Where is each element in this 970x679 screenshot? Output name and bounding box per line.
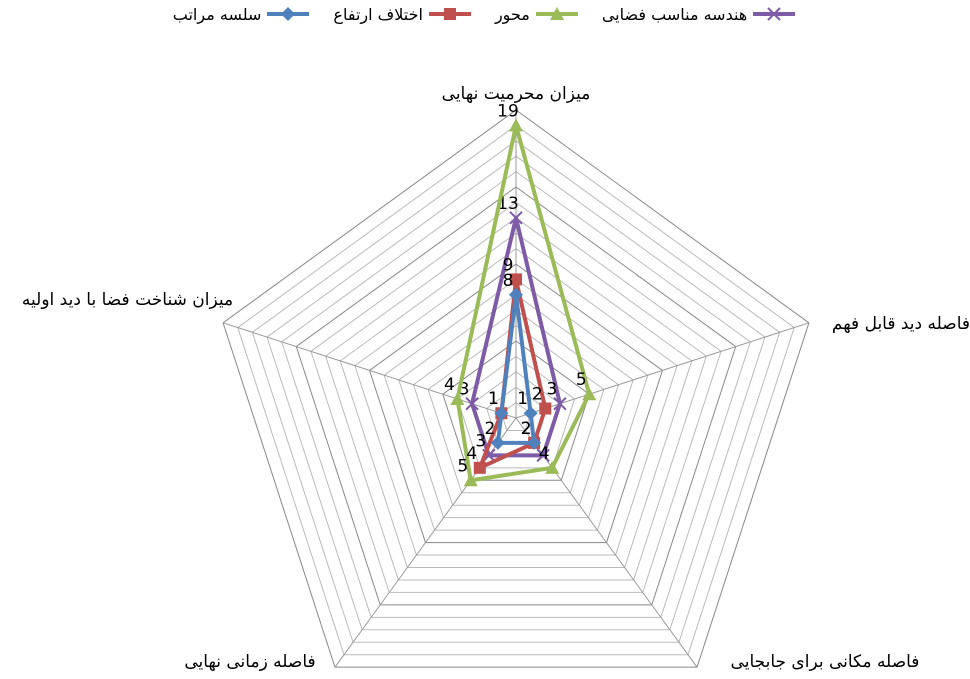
legend-swatch bbox=[428, 8, 471, 20]
grid-ring bbox=[368, 263, 664, 544]
grid-ring bbox=[412, 309, 620, 506]
grid-ring bbox=[325, 217, 707, 581]
data-label: 13 bbox=[497, 194, 519, 214]
grid-ring bbox=[398, 294, 634, 519]
marker bbox=[539, 402, 552, 415]
grid-ring bbox=[266, 155, 766, 631]
grid-ring bbox=[339, 232, 693, 569]
data-label: 3 bbox=[459, 380, 470, 400]
marker bbox=[450, 391, 465, 405]
data-label: 1 bbox=[488, 389, 499, 409]
legend-item: هندسه مناسب فضایی bbox=[602, 4, 797, 24]
grid-ring bbox=[354, 247, 678, 556]
data-label: 2 bbox=[532, 384, 543, 404]
legend-label: سلسه مراتب bbox=[172, 4, 262, 24]
legend-swatch bbox=[535, 7, 578, 20]
marker bbox=[473, 461, 486, 474]
data-label: 5 bbox=[457, 456, 468, 476]
marker bbox=[527, 435, 542, 450]
data-label: 1 bbox=[488, 389, 499, 409]
grid-ring bbox=[383, 278, 649, 531]
grid-ring bbox=[222, 109, 810, 668]
category-label: فاصله مکانی برای جابجایی bbox=[730, 652, 920, 672]
spoke bbox=[515, 322, 810, 419]
marker bbox=[553, 397, 567, 411]
data-label: 9 bbox=[503, 255, 514, 275]
legend-label: اختلاف ارتفاع bbox=[333, 4, 423, 24]
series-line bbox=[469, 217, 563, 458]
grid-ring bbox=[456, 355, 576, 469]
marker bbox=[582, 387, 597, 401]
marker bbox=[549, 7, 564, 20]
marker bbox=[443, 8, 456, 20]
marker bbox=[536, 448, 550, 463]
marker bbox=[509, 287, 523, 302]
legend: هندسه مناسب فضایی محور اختلاف ارتفاع سلسه م… bbox=[0, 4, 970, 24]
series-line bbox=[455, 124, 592, 483]
series-line bbox=[495, 294, 537, 445]
marker bbox=[465, 397, 479, 411]
marker bbox=[281, 7, 296, 21]
data-label: 3 bbox=[547, 380, 558, 400]
legend-label: هندسه مناسب فضایی bbox=[601, 4, 748, 24]
spoke bbox=[222, 322, 517, 419]
data-label: 2 bbox=[484, 419, 495, 439]
category-label: میزان محرمیت نهایی bbox=[441, 84, 591, 104]
legend-item: اختلاف ارتفاع bbox=[333, 4, 473, 24]
marker bbox=[509, 118, 523, 132]
marker bbox=[509, 211, 523, 225]
category-label: فاصله زمانی نهایی bbox=[184, 652, 316, 672]
data-label: 2 bbox=[521, 419, 532, 439]
data-label: 8 bbox=[503, 271, 514, 291]
marker bbox=[545, 460, 560, 474]
marker bbox=[767, 7, 781, 21]
legend-item: سلسه مراتب bbox=[173, 4, 312, 24]
category-label: میزان شناخت فضا با دید اولیه bbox=[21, 290, 234, 310]
marker bbox=[463, 473, 478, 487]
marker bbox=[523, 406, 538, 421]
data-label: 4 bbox=[466, 444, 477, 464]
data-label: 2 bbox=[521, 419, 532, 439]
grid-ring bbox=[442, 340, 590, 481]
data-label: 3 bbox=[475, 431, 486, 451]
legend-swatch bbox=[267, 7, 310, 21]
legend-swatch bbox=[753, 7, 796, 21]
data-label: 5 bbox=[576, 370, 587, 390]
legend-item: محور bbox=[495, 4, 580, 24]
grid-ring bbox=[427, 324, 605, 494]
marker bbox=[490, 435, 505, 450]
grid-ring bbox=[237, 124, 795, 656]
category-label: فاصله دید قابل فهم bbox=[831, 314, 970, 334]
data-label: 4 bbox=[539, 444, 550, 464]
data-label: 4 bbox=[444, 375, 455, 395]
grid-ring bbox=[251, 140, 781, 643]
grid-ring bbox=[295, 186, 737, 606]
marker bbox=[494, 406, 509, 421]
marker bbox=[510, 273, 522, 286]
data-label: 19 bbox=[497, 101, 519, 121]
data-label: 1 bbox=[517, 389, 528, 409]
grid-ring bbox=[310, 201, 722, 593]
legend-label: محور bbox=[494, 4, 530, 24]
grid-ring bbox=[281, 170, 751, 618]
